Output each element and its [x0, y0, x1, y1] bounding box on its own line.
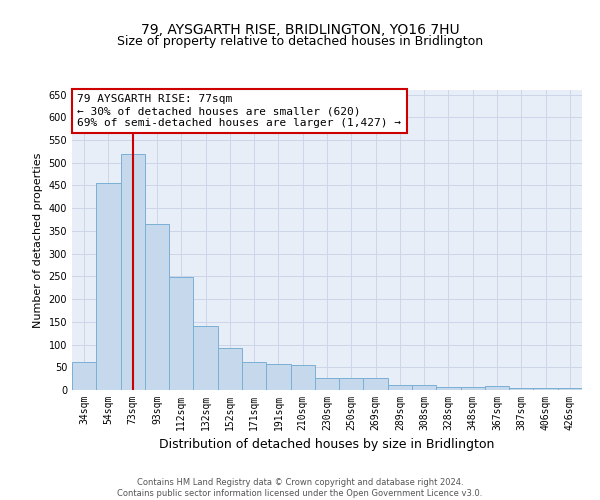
- Bar: [388, 385, 412, 390]
- Text: 79 AYSGARTH RISE: 77sqm
← 30% of detached houses are smaller (620)
69% of semi-d: 79 AYSGARTH RISE: 77sqm ← 30% of detache…: [77, 94, 401, 128]
- Bar: [218, 348, 242, 390]
- Bar: [364, 378, 388, 390]
- Bar: [290, 366, 315, 390]
- Bar: [72, 362, 96, 390]
- Bar: [485, 386, 509, 390]
- Bar: [533, 388, 558, 390]
- Text: 79, AYSGARTH RISE, BRIDLINGTON, YO16 7HU: 79, AYSGARTH RISE, BRIDLINGTON, YO16 7HU: [140, 22, 460, 36]
- Bar: [436, 388, 461, 390]
- Bar: [169, 278, 193, 390]
- Y-axis label: Number of detached properties: Number of detached properties: [33, 152, 43, 328]
- Bar: [509, 388, 533, 390]
- Bar: [193, 326, 218, 390]
- Bar: [96, 183, 121, 390]
- Bar: [242, 362, 266, 390]
- Bar: [339, 378, 364, 390]
- Text: Size of property relative to detached houses in Bridlington: Size of property relative to detached ho…: [117, 35, 483, 48]
- Bar: [121, 154, 145, 390]
- Bar: [412, 384, 436, 390]
- Bar: [315, 378, 339, 390]
- Bar: [266, 364, 290, 390]
- Bar: [145, 224, 169, 390]
- Bar: [558, 388, 582, 390]
- Text: Contains HM Land Registry data © Crown copyright and database right 2024.
Contai: Contains HM Land Registry data © Crown c…: [118, 478, 482, 498]
- X-axis label: Distribution of detached houses by size in Bridlington: Distribution of detached houses by size …: [160, 438, 494, 452]
- Bar: [461, 388, 485, 390]
